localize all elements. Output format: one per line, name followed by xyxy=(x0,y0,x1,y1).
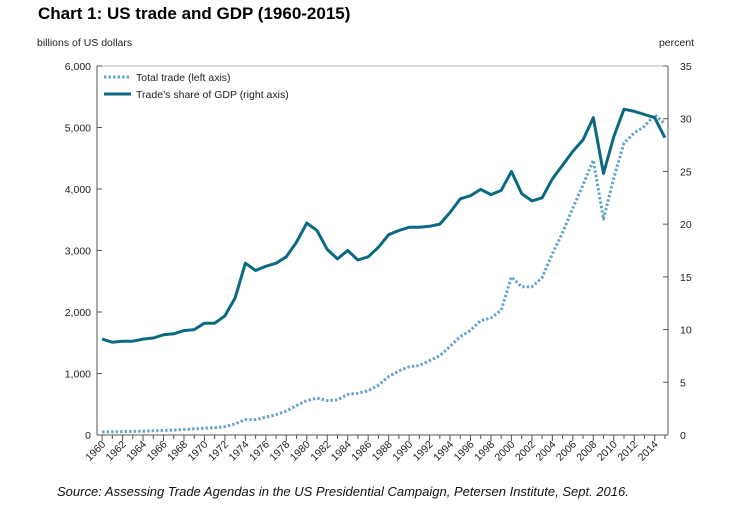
y2-tick-label: 5 xyxy=(680,377,686,389)
x-tick-label: 2002 xyxy=(513,439,538,464)
y-tick-label: 1,000 xyxy=(65,369,91,381)
x-tick-label: 2014 xyxy=(636,439,661,464)
x-tick-label: 1986 xyxy=(349,439,374,464)
y2-tick-label: 20 xyxy=(680,219,692,231)
x-tick-label: 2000 xyxy=(493,439,518,464)
y-tick-label: 4,000 xyxy=(65,184,91,196)
chart-title: Chart 1: US trade and GDP (1960-2015) xyxy=(38,4,351,23)
x-tick-label: 1990 xyxy=(390,439,415,464)
series-total-trade-line xyxy=(102,113,666,434)
series-trade-share-line xyxy=(101,107,667,344)
x-tick-label: 2010 xyxy=(595,439,620,464)
x-tick-label: 1988 xyxy=(370,439,395,464)
y2-axis-label: percent xyxy=(659,37,694,49)
x-tick-label: 1996 xyxy=(452,439,477,464)
x-tick-label: 1994 xyxy=(431,439,456,464)
legend-label: Total trade (left axis) xyxy=(136,72,231,84)
y-tick-label: 0 xyxy=(85,430,91,442)
x-tick-label: 1980 xyxy=(288,439,313,464)
y-tick-label: 3,000 xyxy=(65,246,91,258)
y-tick-label: 6,000 xyxy=(65,61,91,73)
x-tick-label: 1998 xyxy=(472,439,497,464)
x-tick-label: 1978 xyxy=(267,439,292,464)
x-tick-label: 1966 xyxy=(145,439,170,464)
x-tick-label: 2008 xyxy=(574,439,599,464)
y-axis-label: billions of US dollars xyxy=(37,37,132,49)
y-tick-label: 5,000 xyxy=(65,123,91,135)
source-note: Source: Assessing Trade Agendas in the U… xyxy=(57,484,629,499)
x-tick-label: 1960 xyxy=(83,439,108,464)
x-tick-label: 1984 xyxy=(329,439,354,464)
y2-tick-label: 35 xyxy=(680,61,692,73)
legend-label: Trade’s share of GDP (right axis) xyxy=(136,89,289,101)
x-tick-label: 1992 xyxy=(411,439,436,464)
x-tick-label: 2012 xyxy=(615,439,640,464)
x-tick-label: 1976 xyxy=(247,439,272,464)
y2-tick-label: 0 xyxy=(680,430,686,442)
x-tick-label: 1972 xyxy=(206,439,231,464)
x-tick-label: 1962 xyxy=(104,439,129,464)
x-tick-label: 1982 xyxy=(308,439,333,464)
x-tick-label: 2006 xyxy=(554,439,579,464)
x-tick-label: 1974 xyxy=(226,439,251,464)
y-tick-label: 2,000 xyxy=(65,307,91,319)
x-tick-label: 2004 xyxy=(533,439,558,464)
y2-tick-label: 30 xyxy=(680,114,692,126)
x-tick-label: 1970 xyxy=(186,439,211,464)
y2-tick-label: 25 xyxy=(680,166,692,178)
x-tick-label: 1964 xyxy=(124,439,149,464)
y2-tick-label: 10 xyxy=(680,325,692,337)
x-tick-label: 1968 xyxy=(165,439,190,464)
y2-tick-label: 15 xyxy=(680,272,692,284)
